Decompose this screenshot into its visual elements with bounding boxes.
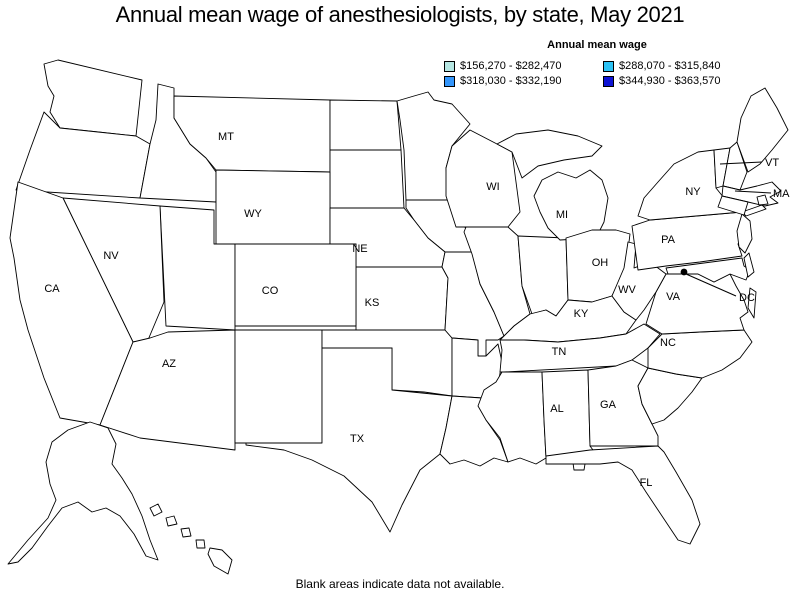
state-sd [329, 149, 405, 209]
callouts: VT MA DC [680, 157, 790, 304]
legend-swatch-3 [444, 75, 455, 87]
legend-grid: $156,270 - $282,470 $288,070 - $315,840 … [444, 60, 750, 87]
state-label-ga: GA [600, 399, 617, 411]
figure-title: Annual mean wage of anesthesiologists, b… [115, 2, 685, 27]
state-nm [234, 329, 323, 444]
state-hi [149, 503, 233, 575]
state-label-ne: NE [352, 243, 367, 255]
state-ak [7, 421, 159, 565]
callout-label-ma: MA [773, 188, 790, 200]
state-label-ks: KS [365, 297, 380, 309]
state-tx [245, 347, 453, 533]
state-wi [445, 129, 521, 228]
legend: Annual mean wage $156,270 - $282,470 $28… [444, 39, 750, 87]
legend-swatch-2 [603, 60, 614, 72]
state-label-pa: PA [661, 234, 676, 246]
legend-item-2: $288,070 - $315,840 [603, 60, 750, 72]
state-ca [9, 181, 134, 426]
state-label-wy: WY [244, 208, 262, 220]
callout-label-dc: DC [739, 292, 755, 304]
state-label-co: CO [262, 285, 279, 297]
state-label-mt: MT [218, 131, 234, 143]
state-label-ny: NY [685, 186, 701, 198]
state-label-tn: TN [552, 346, 567, 358]
state-wv [611, 241, 667, 321]
state-label-wi: WI [486, 181, 499, 193]
state-va [645, 273, 757, 335]
state-ct [717, 195, 749, 216]
legend-swatch-1 [444, 60, 455, 72]
legend-title: Annual mean wage [547, 39, 647, 51]
state-ri [756, 194, 769, 206]
legend-label-1: $156,270 - $282,470 [460, 60, 562, 72]
legend-label-3: $318,030 - $332,190 [460, 75, 562, 87]
state-label-ca: CA [44, 283, 60, 295]
legend-label-4: $344,930 - $363,570 [619, 75, 721, 87]
footnote: Blank areas indicate data not available. [295, 577, 505, 591]
vt-leader-line [719, 161, 763, 165]
state-nd [329, 99, 402, 151]
state-label-al: AL [550, 403, 563, 415]
state-labels: MT WY NV CA AZ CO NE KS TX WI MI OH KY TN NC VA WV PA NY GA… [44, 131, 701, 489]
legend-item-1: $156,270 - $282,470 [444, 60, 603, 72]
legend-label-2: $288,070 - $315,840 [619, 60, 721, 72]
legend-item-3: $318,030 - $332,190 [444, 75, 603, 87]
ma-leader-line [734, 190, 772, 194]
state-label-nv: NV [103, 250, 119, 262]
state-shapes [7, 59, 789, 575]
legend-swatch-4 [603, 75, 614, 87]
state-co [234, 243, 357, 327]
state-wa [43, 59, 143, 137]
state-label-va: VA [666, 291, 681, 303]
state-label-oh: OH [592, 257, 609, 269]
state-wy [215, 169, 331, 245]
state-fl [545, 445, 701, 545]
state-label-az: AZ [162, 358, 176, 370]
state-de [743, 252, 755, 278]
legend-item-4: $344,930 - $363,570 [603, 75, 750, 87]
dc-location-dot [680, 268, 688, 276]
state-label-wv: WV [618, 284, 636, 296]
state-me [736, 87, 789, 173]
state-az [99, 329, 236, 451]
state-label-ky: KY [574, 308, 589, 320]
dc-leader-line [685, 273, 737, 297]
callout-label-vt: VT [765, 157, 779, 169]
state-label-tx: TX [350, 433, 365, 445]
state-label-nc: NC [660, 337, 676, 349]
state-label-fl: FL [640, 477, 653, 489]
state-mi [496, 129, 609, 241]
state-label-mi: MI [556, 209, 568, 221]
state-nj [736, 213, 753, 254]
